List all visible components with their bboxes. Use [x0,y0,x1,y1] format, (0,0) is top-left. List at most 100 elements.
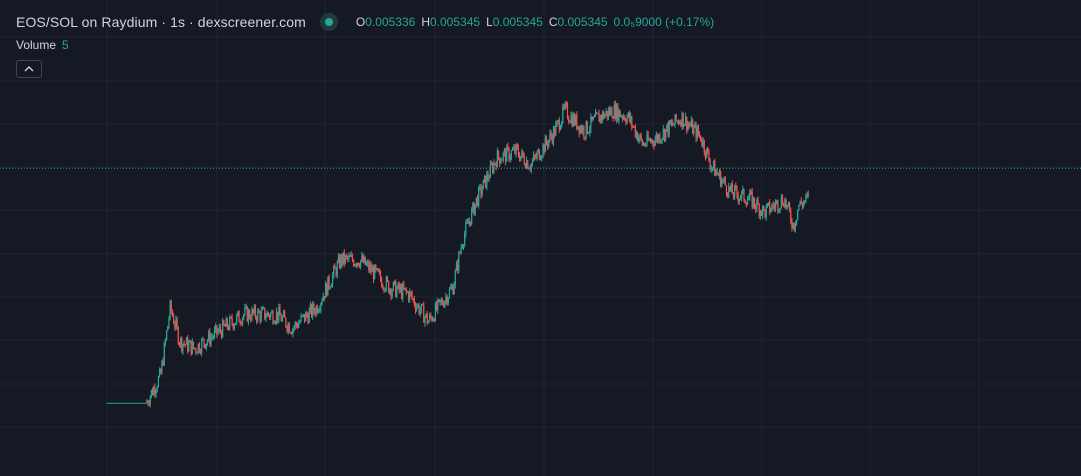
candle-body [792,223,794,228]
candle-body [469,221,472,225]
candle-body [418,304,420,314]
candle-body [763,205,765,210]
candle-body [437,299,439,311]
candle-body [453,284,455,295]
candle-body [292,328,294,335]
candle-body [715,171,717,177]
candle-body [458,252,460,271]
candle-body [652,139,654,144]
candle-body [770,209,772,213]
candle-body [738,198,740,202]
candle-body [606,110,608,118]
candle-body [382,286,384,288]
candle-body [181,337,183,351]
candle-body [431,317,433,321]
candle-body [315,306,317,315]
candle-body [658,134,660,142]
candle-body [132,402,134,404]
candle-body [698,134,701,136]
candle-body [240,322,243,324]
chart-header: EOS/SOL on Raydium · 1s · dexscreener.co… [16,12,714,32]
candle-body [744,200,746,203]
candle-body [414,305,417,311]
candle-body [663,128,666,140]
candles-group [106,100,809,408]
candle-body [328,276,330,288]
candle-body [168,318,170,327]
candle-body [365,263,368,266]
candle-body [147,401,149,404]
candle-body [330,285,333,288]
candle-body [535,156,537,158]
candle-body [793,223,795,230]
candle-body [552,127,555,143]
candle-body [494,162,496,164]
candle-body [312,303,314,317]
candle-body [524,164,527,169]
candle-body [720,171,722,187]
candle-body [161,361,163,374]
candle-body [254,306,257,318]
open-label: O [355,15,366,29]
candle-body [130,402,133,404]
candle-body [360,260,362,267]
candle-body [459,252,461,254]
candle-body [385,277,387,290]
candle-body [211,336,213,338]
candle-body [241,317,244,324]
candle-body [375,265,377,270]
candle-body [266,312,268,318]
candle-body [460,247,462,253]
candle-body [718,171,721,176]
candle-body [599,115,601,122]
candle-body [713,161,715,168]
candle-body [433,318,435,322]
candle-body [248,310,251,319]
candle-body [568,118,570,122]
candle-body [642,143,645,146]
candle-body [501,159,503,161]
candle-body [436,303,438,311]
candle-body [195,348,197,353]
candle-body [488,177,490,179]
candle-body [225,318,227,327]
chevron-up-icon [24,66,34,72]
candle-body [614,104,617,120]
candle-body [164,339,167,344]
candle-body [455,262,458,271]
candle-body [336,262,338,276]
candle-body [605,110,607,115]
candle-body [666,124,668,130]
candle-body [558,120,560,131]
candle-body [474,204,476,215]
candle-body [618,110,620,121]
candle-body [620,116,622,118]
candle-body [440,300,442,302]
candle-body [386,277,389,281]
candle-body [243,314,245,318]
candle-body [445,296,447,301]
candle-body [525,160,528,169]
close-label: C [548,15,558,29]
candle-body [805,195,807,201]
candle-body [769,202,771,213]
candle-body [232,323,234,329]
candle-body [472,202,474,210]
candle-body [721,180,723,187]
candle-body [798,205,800,210]
candle-body [773,206,775,209]
candle-body [327,276,329,296]
candle-body [424,316,426,323]
candle-body [176,319,178,328]
collapse-legend-button[interactable] [16,60,42,78]
candle-body [361,255,363,261]
candle-body [278,307,280,321]
candle-body [734,185,736,197]
candle-body [801,203,804,207]
candle-body [507,146,509,149]
candle-body [144,402,147,404]
candle-body [513,147,515,150]
candle-body [522,151,524,157]
